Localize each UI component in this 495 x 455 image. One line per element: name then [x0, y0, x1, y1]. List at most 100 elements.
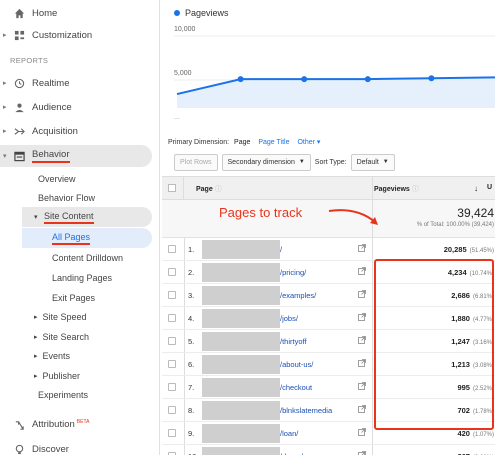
table-row[interactable]: 1. / 20,285 (51.45%) [162, 238, 495, 261]
row-page-path[interactable]: /loan/ [280, 429, 299, 438]
row-page-path[interactable]: /about-us/ [280, 360, 314, 369]
external-link-icon[interactable] [358, 405, 366, 413]
main-content: Pageviews 10,000 5,000 ... Primary Dimen… [162, 0, 495, 455]
external-link-icon[interactable] [358, 290, 366, 298]
redacted-domain [202, 424, 280, 443]
row-pageviews-percent: (1.07%) [472, 432, 494, 438]
redacted-domain [202, 309, 280, 328]
redacted-domain [202, 401, 280, 420]
external-link-icon[interactable] [358, 359, 366, 367]
nav-site-search[interactable]: ▸ Site Search [34, 327, 184, 347]
nav-site-content[interactable]: ▾ Site Content [22, 207, 152, 227]
nav-acquisition-label: Acquisition [32, 125, 78, 137]
nav-publisher[interactable]: ▸ Publisher [34, 366, 184, 386]
table-row[interactable]: 8. /blnkslatemedia 702 (1.78%) [162, 399, 495, 422]
row-page-path[interactable]: /demo/ [280, 452, 303, 455]
row-page-path[interactable]: /examples/ [280, 291, 317, 300]
row-page-path[interactable]: /jobs/ [280, 314, 298, 323]
nav-overview[interactable]: Overview [38, 174, 76, 184]
row-page-path[interactable]: /pricing/ [280, 268, 307, 277]
external-link-icon[interactable] [358, 244, 366, 252]
dim-other[interactable]: Other ▾ [297, 139, 320, 146]
nav-home[interactable]: Home [0, 2, 152, 24]
table-row[interactable]: 10. /demo/267(0.68%) [162, 445, 495, 455]
header-checkbox-col [162, 177, 184, 199]
row-pageviews-value: 1,880 [451, 314, 470, 323]
external-link-icon[interactable] [358, 313, 366, 321]
sort-type-dropdown[interactable]: Default ▼ [350, 153, 395, 171]
table-row[interactable]: 7. /checkout 995 (2.52%) [162, 376, 495, 399]
row-checkbox[interactable] [168, 337, 176, 345]
row-checkbox[interactable] [168, 406, 176, 414]
row-checkbox[interactable] [168, 245, 176, 253]
row-checkbox[interactable] [168, 452, 176, 455]
col-page-label: Page [196, 186, 213, 193]
col-next-header[interactable]: U [487, 184, 493, 191]
nav-landing-pages[interactable]: Landing Pages [52, 273, 113, 283]
row-checkbox[interactable] [168, 383, 176, 391]
row-page-path[interactable]: /blnkslatemedia [280, 406, 333, 415]
nav-site-speed[interactable]: ▸ Site Speed [34, 307, 184, 327]
external-link-icon[interactable] [358, 451, 366, 455]
chevron-down-icon: ▾ [316, 139, 321, 146]
data-point[interactable] [301, 76, 308, 83]
table-row[interactable]: 3. /examples/2,686 (6.81%) [162, 284, 495, 307]
nav-home-label: Home [32, 7, 58, 19]
table-row[interactable]: 9. /loan/420 (1.07%) [162, 422, 495, 445]
data-point[interactable] [364, 76, 371, 83]
external-link-icon[interactable] [358, 336, 366, 344]
nav-customization[interactable]: ▸ Customization [0, 24, 152, 46]
legend-label: Pageviews [185, 8, 229, 18]
table-row[interactable]: 2. /pricing/4,234 (10.74%) [162, 261, 495, 284]
external-link-icon[interactable] [358, 382, 366, 390]
col-pageviews-header[interactable]: Pageviews ⓘ [374, 184, 419, 194]
sort-desc-icon[interactable]: ↓ [474, 184, 478, 193]
secondary-dimension-dropdown[interactable]: Secondary dimension ▼ [221, 153, 311, 171]
row-checkbox[interactable] [168, 429, 176, 437]
nav-realtime[interactable]: ▸ Realtime [0, 72, 152, 94]
table-row[interactable]: 4. /jobs/1,880 (4.77%) [162, 307, 495, 330]
row-page-path[interactable]: /thirtyoff [280, 337, 307, 346]
table-row[interactable]: 5. /thirtyoff 1,247 (3.16%) [162, 330, 495, 353]
nav-behavior-flow[interactable]: Behavior Flow [38, 193, 96, 203]
data-point[interactable] [237, 76, 244, 83]
row-page-path[interactable]: /checkout [280, 383, 313, 392]
dim-page[interactable]: Page [234, 139, 251, 146]
nav-attribution[interactable]: Attribution BETA [0, 414, 152, 436]
nav-audience-label: Audience [32, 101, 72, 113]
row-checkbox[interactable] [168, 314, 176, 322]
row-checkbox[interactable] [168, 268, 176, 276]
x-tick-first: ... [174, 114, 180, 121]
nav-content-drilldown[interactable]: Content Drilldown [52, 253, 124, 263]
external-link-icon[interactable] [358, 267, 366, 275]
nav-publisher-label: Publisher [42, 371, 81, 381]
nav-audience[interactable]: ▸ Audience [0, 96, 152, 118]
row-checkbox[interactable] [168, 360, 176, 368]
annotation-box [374, 259, 494, 430]
primary-dimension-bar: Primary Dimension: Page Page Title Other… [168, 138, 320, 146]
nav-experiments[interactable]: Experiments [38, 390, 89, 400]
table-row[interactable]: 6. /about-us/1,213 (3.08%) [162, 353, 495, 376]
table-controls: Plot Rows Secondary dimension ▼ Sort Type… [174, 153, 395, 171]
nav-exit-pages[interactable]: Exit Pages [52, 293, 96, 303]
row-pageviews: 20,285 (51.45%) [374, 245, 494, 254]
row-page-path[interactable]: / [280, 245, 283, 254]
series-line [176, 76, 495, 96]
plot-rows-button[interactable]: Plot Rows [174, 153, 218, 171]
nav-behavior[interactable]: ▾ Behavior [0, 145, 152, 167]
nav-acquisition[interactable]: ▸ Acquisition [0, 120, 152, 142]
dim-page-title[interactable]: Page Title [258, 139, 290, 146]
nav-events[interactable]: ▸ Events [34, 346, 184, 366]
chevron-right-icon: ▸ [3, 104, 7, 111]
chart-legend: Pageviews [174, 8, 229, 18]
data-point[interactable] [428, 75, 435, 82]
external-link-icon[interactable] [358, 428, 366, 436]
select-all-checkbox[interactable] [168, 184, 176, 192]
col-page-header[interactable]: Page ⓘ [196, 184, 222, 194]
col-divider [372, 176, 373, 455]
nav-discover[interactable]: Discover [0, 438, 152, 455]
row-checkbox[interactable] [168, 291, 176, 299]
nav-all-pages[interactable]: All Pages [22, 228, 152, 248]
beta-badge: BETA [76, 419, 90, 426]
chevron-right-icon: ▸ [34, 314, 38, 321]
